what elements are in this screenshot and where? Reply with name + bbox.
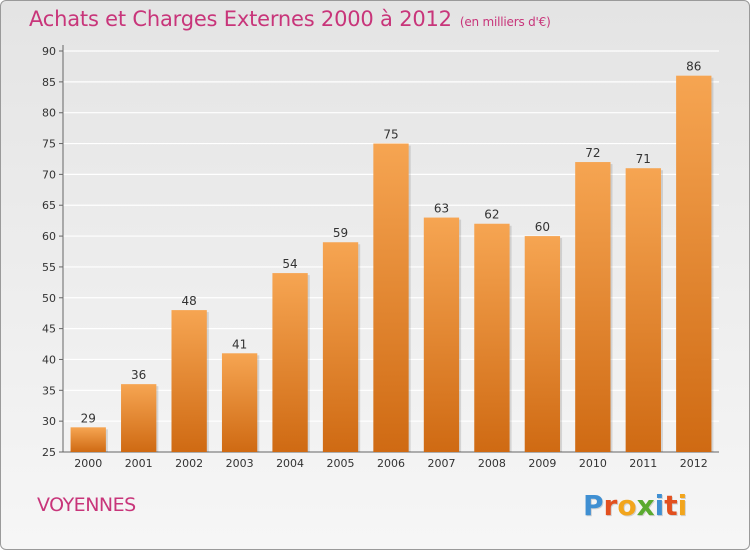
bar-2005 bbox=[322, 242, 359, 452]
logo-letter: r bbox=[603, 489, 618, 522]
bars bbox=[70, 75, 714, 453]
y-tick-label: 60 bbox=[42, 230, 56, 243]
city-name: VOYENNES bbox=[37, 494, 136, 516]
y-tick-label: 70 bbox=[42, 168, 56, 181]
bar-2007 bbox=[423, 217, 460, 452]
y-tick-label: 90 bbox=[42, 45, 56, 58]
x-tick-label: 2001 bbox=[125, 457, 153, 470]
data-label: 71 bbox=[636, 152, 651, 166]
bar-2008 bbox=[474, 223, 510, 452]
logo-letter: t bbox=[664, 489, 678, 522]
data-label: 41 bbox=[232, 337, 247, 351]
y-tick-label: 45 bbox=[42, 323, 56, 336]
x-tick-label: 2006 bbox=[377, 457, 405, 470]
data-label: 72 bbox=[585, 146, 600, 160]
data-label: 48 bbox=[182, 294, 197, 308]
data-label: 75 bbox=[383, 128, 398, 142]
y-tick-label: 55 bbox=[42, 261, 56, 274]
x-tick-label: 2008 bbox=[478, 457, 506, 470]
y-tick-label: 80 bbox=[42, 107, 56, 120]
x-tick-label: 2012 bbox=[680, 457, 708, 470]
labels: 29 2000 36 2001 48 2002 41 2003 54 2004 59 2005 75 20… bbox=[74, 60, 708, 470]
x-tick-label: 2003 bbox=[226, 457, 254, 470]
x-tick-label: 2002 bbox=[175, 457, 203, 470]
bar-2009 bbox=[524, 236, 561, 452]
bar-2004 bbox=[272, 273, 308, 452]
chart-subtitle: (en milliers d'€) bbox=[459, 15, 551, 29]
y-tick-label: 25 bbox=[42, 446, 56, 459]
bar-2002 bbox=[171, 310, 207, 452]
data-label: 36 bbox=[131, 368, 146, 382]
proxiti-logo: Proxiti bbox=[583, 489, 687, 522]
data-label: 54 bbox=[282, 257, 297, 271]
y-tick-label: 40 bbox=[42, 353, 56, 366]
logo-letter: i bbox=[654, 489, 665, 522]
bar-2010 bbox=[575, 162, 611, 453]
x-tick-label: 2000 bbox=[74, 457, 102, 470]
x-tick-label: 2011 bbox=[629, 457, 657, 470]
x-tick-label: 2004 bbox=[276, 457, 304, 470]
chart-title: Achats et Charges Externes 2000 à 2012 (e… bbox=[29, 7, 551, 31]
logo-letter: i bbox=[677, 489, 688, 522]
y-tick-label: 85 bbox=[42, 76, 56, 89]
data-label: 60 bbox=[535, 220, 550, 234]
data-label: 62 bbox=[484, 208, 499, 222]
y-tick-label: 50 bbox=[42, 292, 56, 305]
x-tick-label: 2005 bbox=[327, 457, 355, 470]
x-tick-label: 2010 bbox=[579, 457, 607, 470]
data-label: 29 bbox=[81, 411, 96, 425]
logo-letter: x bbox=[636, 489, 655, 522]
data-label: 63 bbox=[434, 202, 449, 216]
bar-2001 bbox=[121, 384, 157, 452]
bar-2003 bbox=[221, 353, 258, 452]
y-tick-label: 65 bbox=[42, 199, 56, 212]
y-tick-label: 35 bbox=[42, 384, 56, 397]
logo-letter: o bbox=[617, 489, 637, 522]
x-tick-label: 2009 bbox=[528, 457, 556, 470]
title-text: Achats et Charges Externes 2000 à 2012 bbox=[29, 7, 452, 31]
x-tick-label: 2007 bbox=[427, 457, 455, 470]
bar-2012 bbox=[676, 75, 712, 452]
logo-letter: P bbox=[583, 489, 604, 522]
data-label: 59 bbox=[333, 226, 348, 240]
data-label: 86 bbox=[686, 60, 701, 74]
bar-2006 bbox=[373, 143, 409, 453]
bar-2011 bbox=[625, 168, 661, 452]
bar-2000 bbox=[70, 427, 106, 452]
y-tick-label: 75 bbox=[42, 138, 56, 151]
y-tick-label: 30 bbox=[42, 415, 56, 428]
